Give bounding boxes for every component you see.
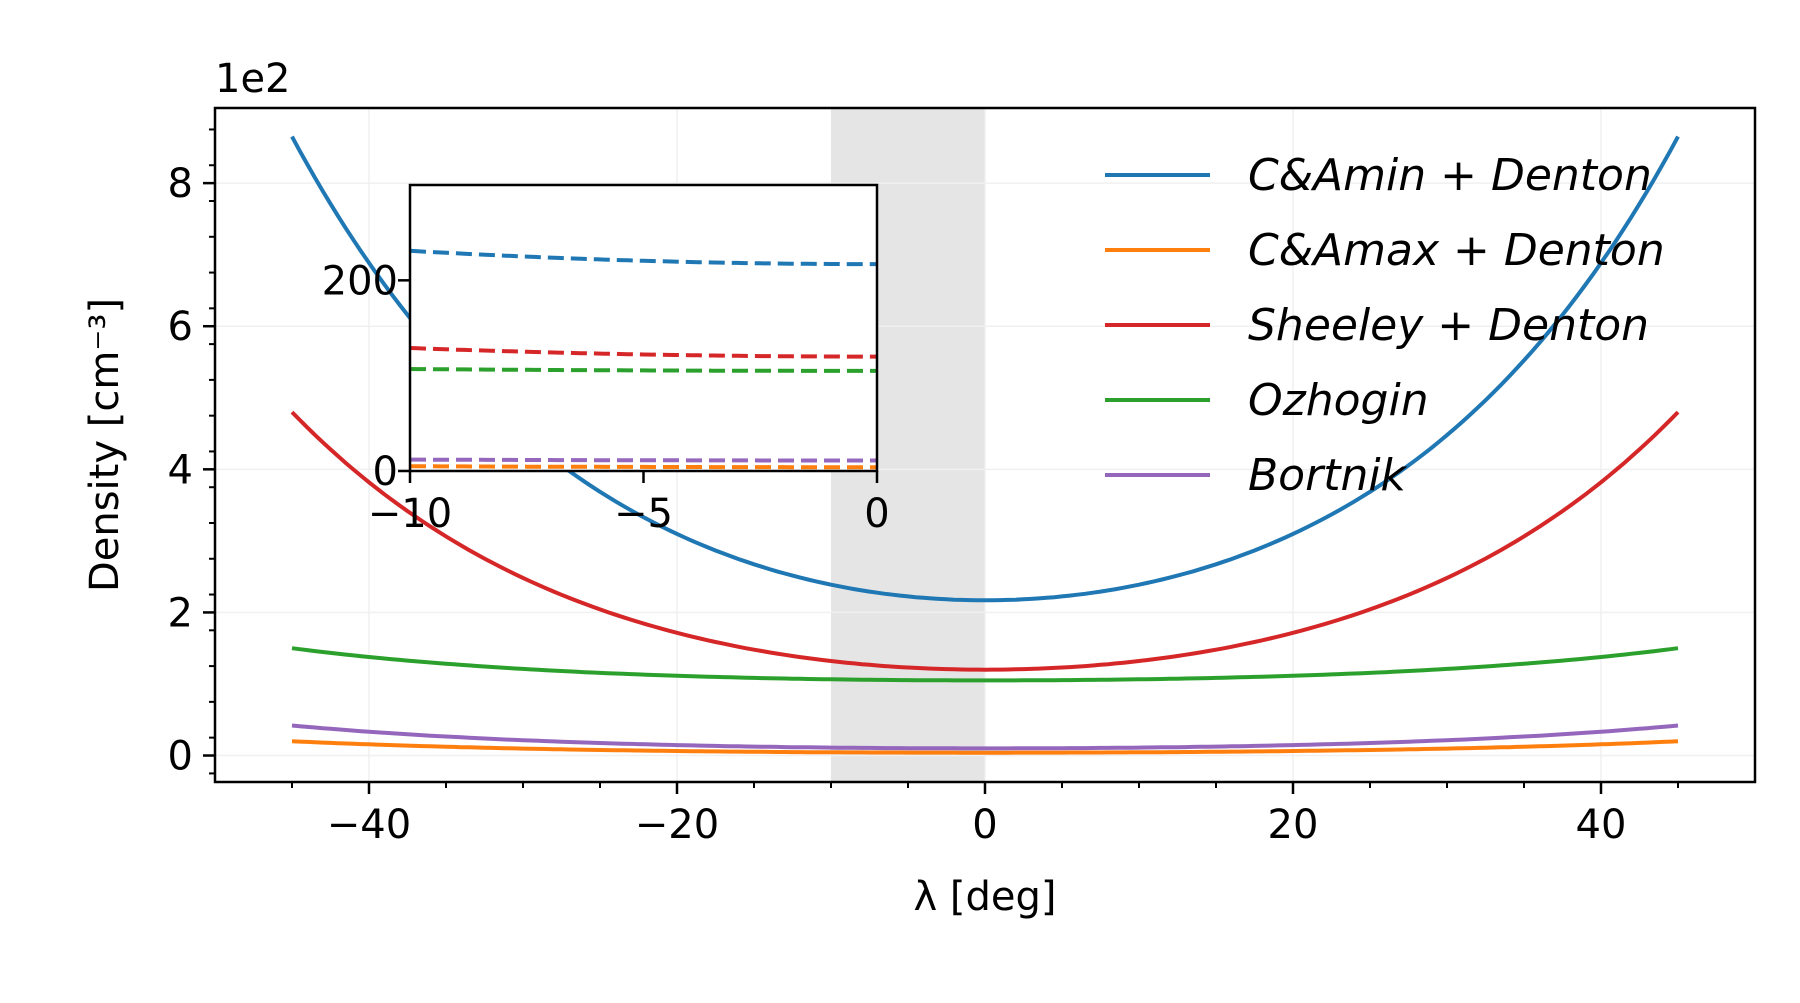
legend-label: C&Amax + Denton [1248, 225, 1665, 276]
legend: C&Amin + Denton C&Amax + Denton Sheeley + … [1105, 150, 1665, 501]
inset-series-line [410, 457, 877, 463]
inset-series-line [409, 346, 877, 359]
inset-series-line [409, 248, 877, 267]
inset-x-tick-label: 0 [864, 491, 889, 537]
legend-label: Sheeley + Denton [1248, 300, 1649, 351]
inset-x-tick-label: −10 [368, 491, 452, 537]
inset-series-line [409, 464, 877, 470]
series-line [290, 410, 1680, 672]
inset-y-tick-label: 0 [373, 449, 398, 495]
y-tick-label: 8 [168, 161, 193, 207]
x-tick-label: 20 [1268, 802, 1319, 848]
x-axis-label: λ [deg] [914, 874, 1057, 920]
series-line [291, 739, 1679, 755]
x-tick-label: −20 [635, 802, 719, 848]
y-tick-label: 4 [168, 447, 193, 493]
inset-axis-ticks: −10 −5 0 0 200 [322, 258, 890, 537]
inset-x-tick-label: −5 [614, 491, 673, 537]
y-tick-label: 0 [168, 734, 193, 780]
inset-chart: −10 −5 0 0 200 [322, 183, 890, 537]
legend-label: C&Amin + Denton [1248, 150, 1652, 201]
inset-y-tick-label: 200 [322, 258, 398, 304]
series-line [291, 646, 1679, 683]
inset-series-lines [409, 248, 877, 470]
y-tick-label: 6 [168, 304, 193, 350]
y-axis-label: Density [cm⁻³] [82, 298, 128, 592]
inset-series-line [409, 367, 877, 373]
y-offset-label: 1e2 [215, 56, 291, 102]
y-tick-label: 2 [168, 590, 193, 636]
series-line [291, 723, 1679, 751]
x-tick-label: −40 [327, 802, 411, 848]
axis-ticks: −40 −20 0 20 40 0 2 4 6 8 [168, 128, 1679, 848]
legend-label: Ozhogin [1248, 375, 1429, 426]
inset-background [410, 185, 877, 471]
legend-label: Bortnik [1248, 450, 1408, 501]
x-tick-label: 0 [972, 802, 997, 848]
x-tick-label: 40 [1576, 802, 1627, 848]
